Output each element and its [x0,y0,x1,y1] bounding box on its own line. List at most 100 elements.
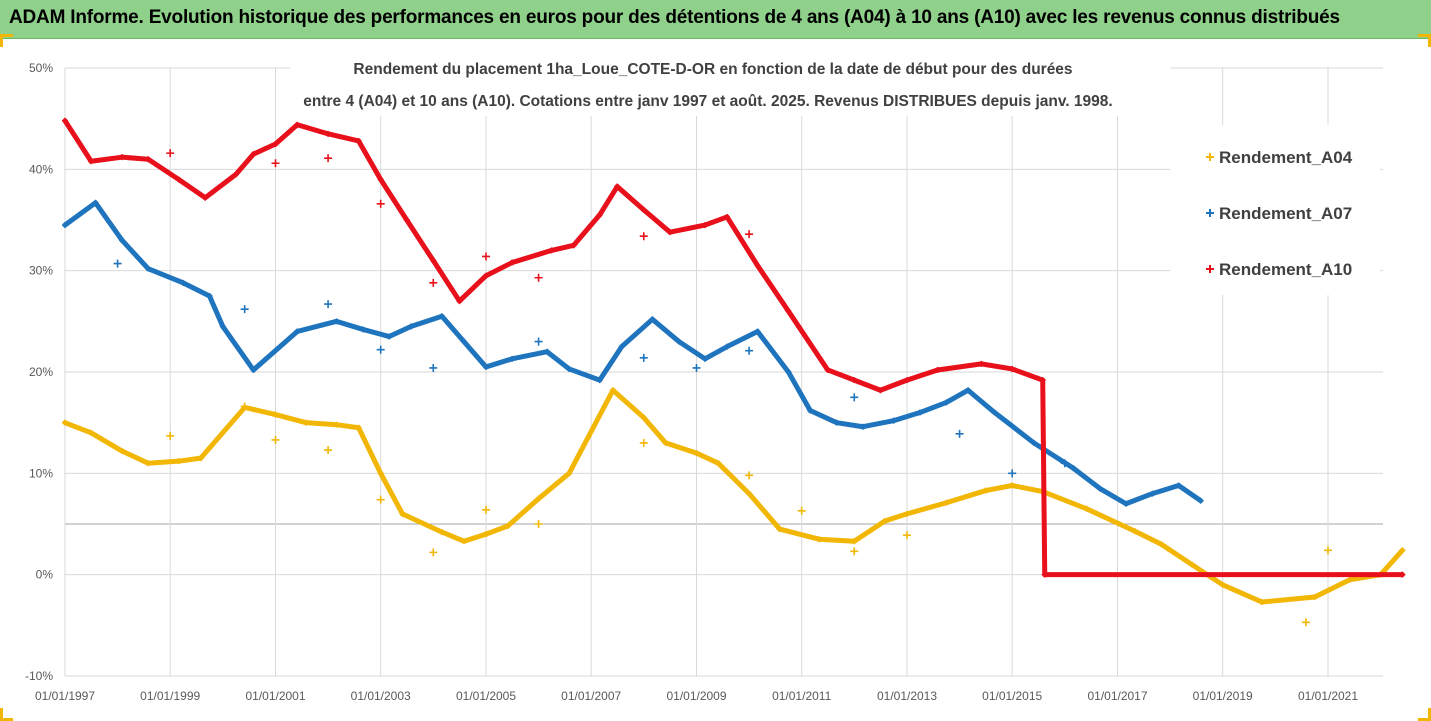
series-segment [119,448,151,466]
data-point [408,323,415,330]
x-tick-label: 01/01/2019 [1193,689,1253,703]
data-point [609,387,616,394]
data-point [877,387,884,394]
corner-marker [0,34,13,47]
data-point [333,318,340,325]
data-point [377,470,384,477]
series-segment [943,488,989,506]
data-point [399,510,406,517]
data-point [1346,576,1353,583]
data-point [377,176,384,183]
legend-label: Rendement_A04 [1219,148,1353,167]
scatter-point [1301,618,1310,627]
data-point [851,538,858,545]
series-segment [145,156,182,182]
series-segment [1040,489,1090,512]
legend-marker [1206,209,1214,217]
series-Rendement_A07 [62,199,1204,507]
legend-item: Rendement_A04 [1206,148,1353,167]
data-point [535,495,542,502]
series-segment [807,408,840,426]
chart-title-line-2: entre 4 (A04) et 10 ans (A10). Cotations… [303,93,1112,110]
y-tick-label: 30% [29,264,53,278]
data-point [978,360,985,367]
scatter-point [482,252,490,261]
series-segment [176,455,204,464]
series-segment [904,500,949,517]
series-segment [207,293,226,329]
x-tick-label: 01/01/2011 [772,689,831,703]
series-segment [571,212,603,248]
scatter-point [1008,469,1017,478]
data-point [197,455,204,462]
data-point [943,499,950,506]
series-segment [1176,482,1204,504]
series-segment [702,214,730,228]
corner-marker [0,708,13,721]
scatter-point [113,259,122,268]
data-point [724,343,731,350]
series-segment [1150,482,1182,497]
x-tick-label: 01/01/2007 [561,689,621,703]
series-segment [180,280,213,299]
series-segment [461,339,489,370]
series-segment [334,422,362,431]
series-segment [1040,377,1048,578]
scatter-point [639,438,648,447]
scatter-point [376,199,385,208]
series-segment [724,214,761,269]
series-segment [273,122,300,147]
y-tick-label: 40% [29,162,53,176]
data-point [566,365,573,372]
series-segment [461,531,489,544]
data-point [1399,571,1406,578]
data-point [145,460,152,467]
data-point [859,423,866,430]
data-point [746,490,753,497]
data-point [1131,528,1138,535]
data-point [145,156,152,163]
series-segment [439,529,467,544]
series-segment [483,356,515,370]
x-tick-label: 01/01/2013 [877,689,937,703]
series-segment [851,518,888,544]
data-point [430,257,437,264]
series-segment [88,430,125,454]
x-tick-label: 01/01/2015 [982,689,1042,703]
series-segment [851,377,883,393]
data-point [1030,439,1037,446]
series-segment [715,460,752,497]
data-point [1175,482,1182,489]
data-point [934,366,941,373]
series-segment [825,367,857,383]
series-segment [1097,486,1129,507]
series-segment [755,328,791,375]
data-point [785,369,792,375]
series-segment [724,328,761,350]
data-point [438,313,445,320]
series-segment [386,323,414,340]
data-point [483,272,489,279]
data-point [88,158,95,165]
scatter-point [271,435,280,444]
series-segment [356,425,384,476]
data-point [180,279,187,286]
data-point [1149,490,1156,497]
data-point [460,338,467,345]
scatter-point [324,154,333,163]
data-point [675,338,682,345]
series-segment [198,404,248,461]
series-segment [250,141,278,157]
scatter-point [271,159,280,168]
data-point [509,355,516,362]
data-point [206,293,213,299]
series-segment [816,536,857,544]
y-tick-label: 10% [29,466,53,480]
corner-marker [1418,34,1431,47]
x-axis: 01/01/1997 01/01/1999 01/01/2001 01/01/2003… [35,689,1358,703]
data-point [570,242,577,249]
x-tick-label: 01/01/2021 [1298,689,1358,703]
scatter-point [376,495,385,504]
data-point [785,308,792,315]
